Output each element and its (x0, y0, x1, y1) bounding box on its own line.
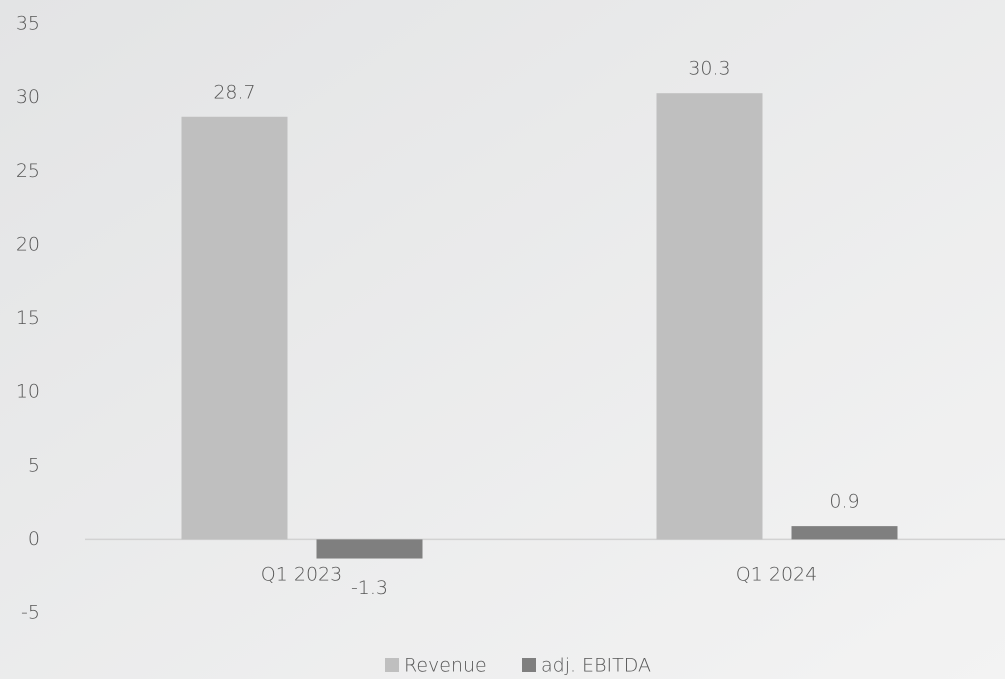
y-tick-label: -5 (21, 602, 40, 624)
data-label: 28.7 (213, 81, 255, 103)
y-tick-label: 25 (16, 160, 40, 182)
legend-swatch (522, 658, 536, 672)
y-tick-label: 5 (28, 454, 40, 476)
legend-label: Revenue (404, 655, 487, 677)
bar (316, 539, 423, 559)
y-tick-label: 20 (16, 233, 40, 255)
data-label: -1.3 (351, 577, 388, 599)
legend-swatch (385, 658, 399, 672)
x-tick-label: Q1 2023 (261, 564, 342, 586)
y-tick-label: 0 (28, 528, 40, 550)
data-label: 0.9 (829, 491, 859, 513)
bar (656, 93, 763, 540)
y-tick-label: 10 (16, 381, 40, 403)
bar (791, 526, 898, 540)
legend-label: adj. EBITDA (541, 655, 651, 677)
y-tick-label: 15 (16, 307, 40, 329)
y-tick-label: 30 (16, 86, 40, 108)
x-tick-label: Q1 2024 (736, 564, 817, 586)
bar (181, 116, 288, 540)
y-tick-label: 35 (16, 13, 40, 35)
data-label: 30.3 (688, 58, 730, 80)
